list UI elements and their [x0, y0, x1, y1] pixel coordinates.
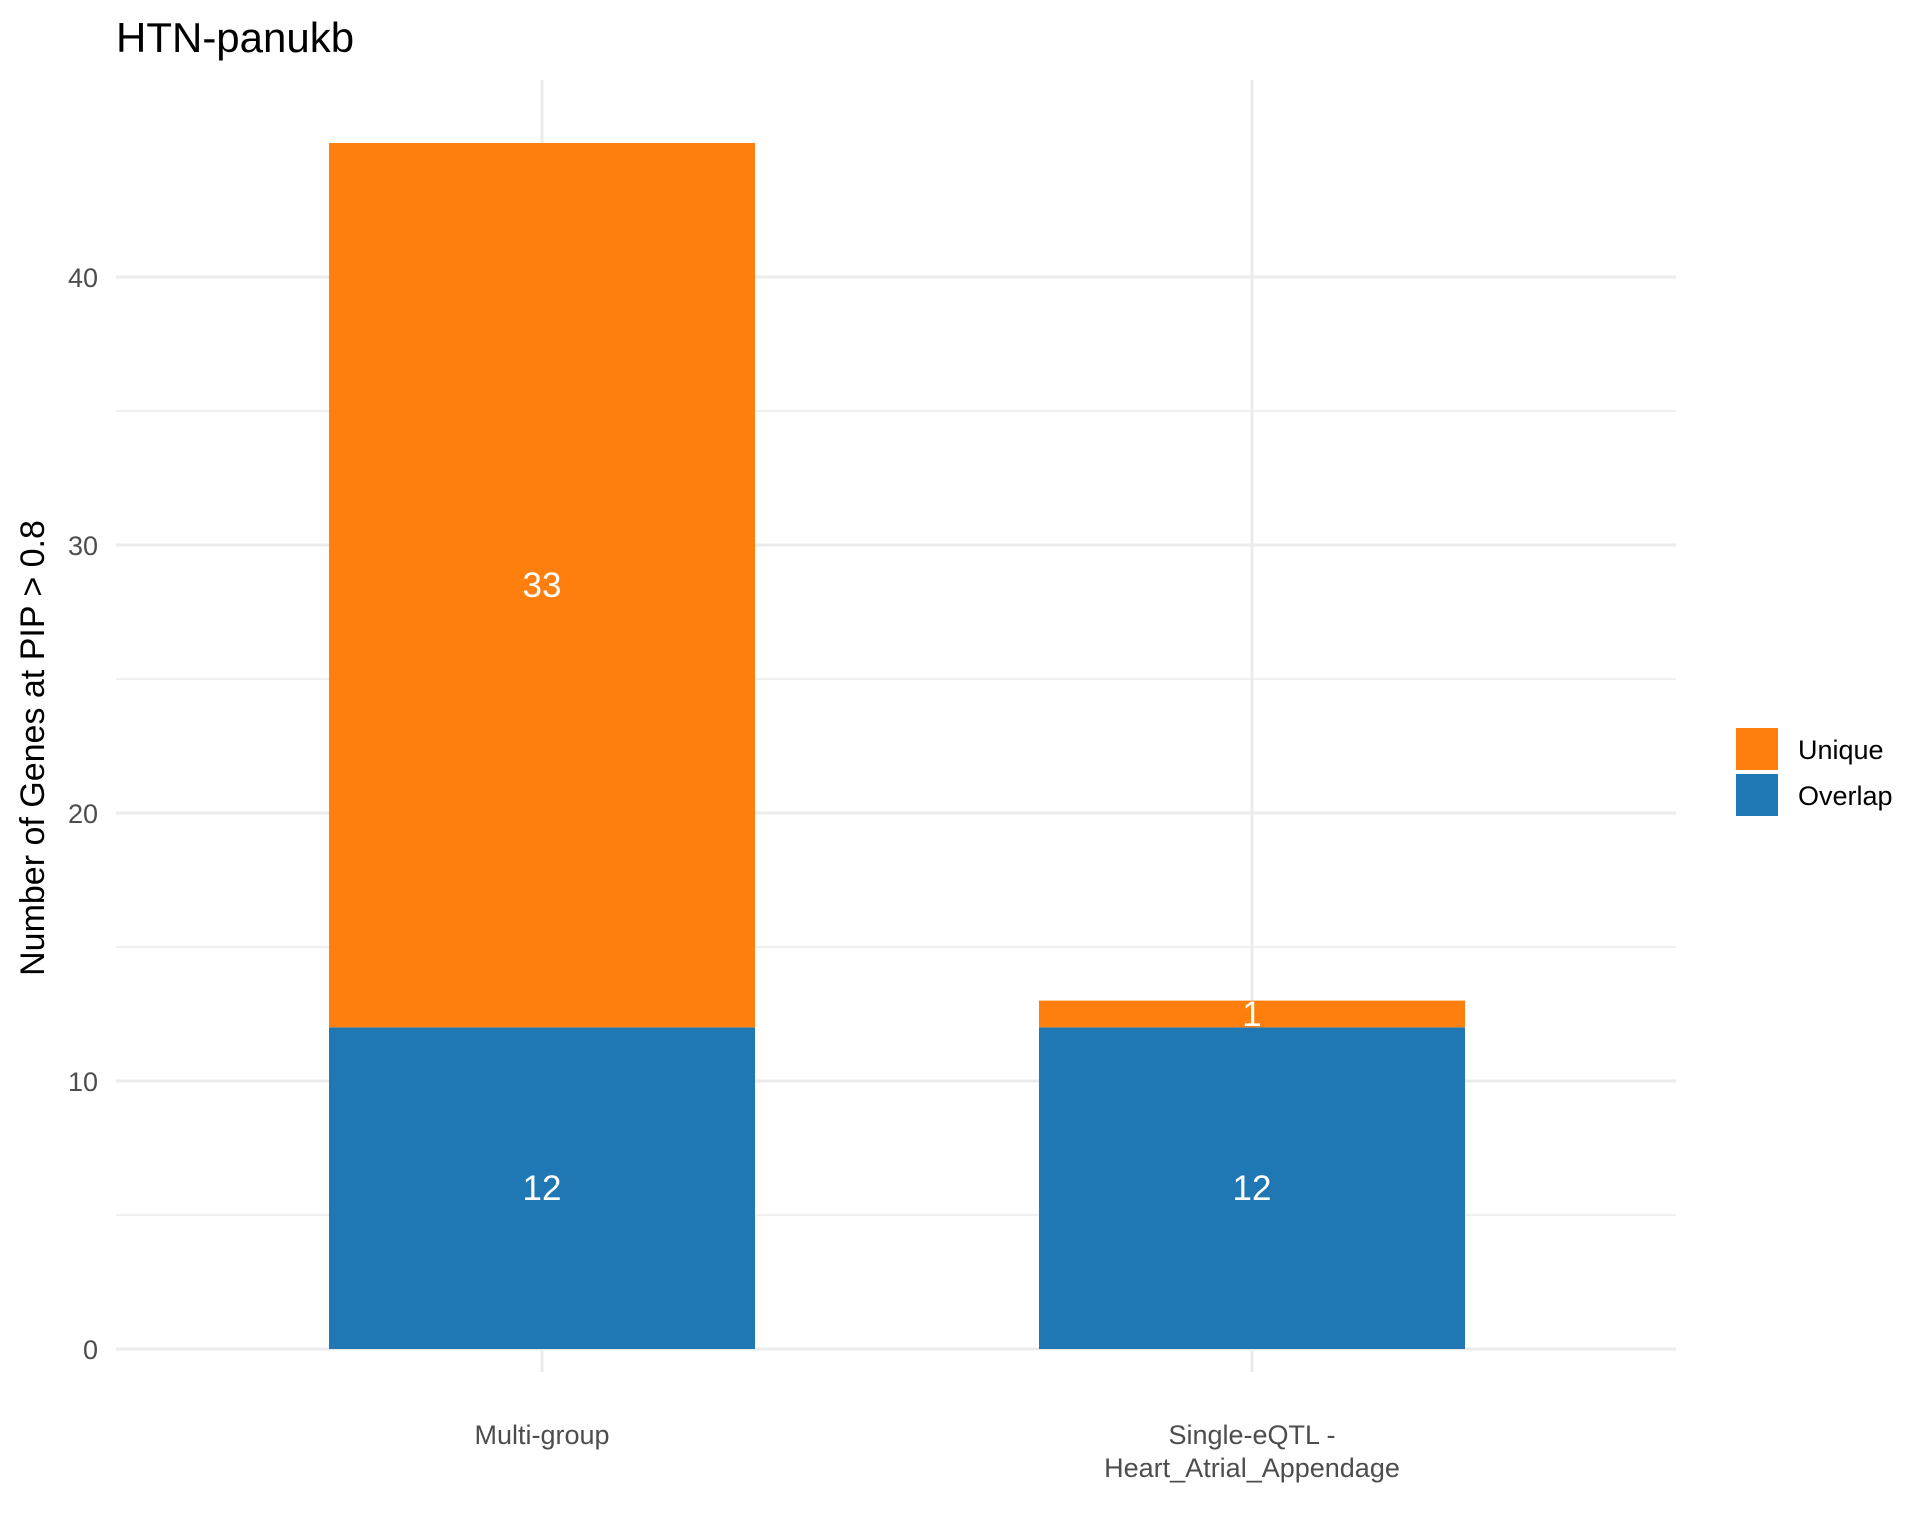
- y-tick-label: 40: [68, 263, 98, 293]
- bar-label-overlap-0: 12: [523, 1169, 562, 1208]
- legend-swatch-overlap: [1736, 774, 1778, 816]
- bars: [329, 143, 1465, 1349]
- bar-unique-0: [329, 143, 755, 1028]
- y-axis-title: Number of Genes at PIP > 0.8: [14, 520, 52, 976]
- bar-overlap-0: [329, 1027, 755, 1349]
- legend: Unique Overlap: [1736, 728, 1893, 816]
- x-tick-label: Single-eQTL -Heart_Atrial_Appendage: [1104, 1420, 1400, 1483]
- x-axis-ticks: Multi-group Single-eQTL -Heart_Atrial_App…: [474, 1420, 1399, 1483]
- legend-label-overlap: Overlap: [1798, 781, 1893, 811]
- y-tick-label: 30: [68, 531, 98, 561]
- legend-label-unique: Unique: [1798, 735, 1884, 765]
- bar-unique-1: [1039, 1000, 1465, 1028]
- bar-label-unique-1: 1: [1242, 995, 1261, 1034]
- x-tick-label: Multi-group: [474, 1420, 609, 1450]
- y-tick-label: 0: [83, 1335, 98, 1365]
- bar-overlap-1: [1039, 1027, 1465, 1349]
- data-labels: 12 33 12 1: [523, 566, 1272, 1208]
- y-axis-ticks: 0 10 20 30 40: [68, 263, 98, 1365]
- y-tick-label: 20: [68, 799, 98, 829]
- legend-swatch-unique: [1736, 728, 1778, 770]
- chart-title: HTN-panukb: [116, 14, 354, 61]
- bar-label-unique-0: 33: [523, 566, 562, 605]
- bar-label-overlap-1: 12: [1233, 1169, 1272, 1208]
- y-tick-label: 10: [68, 1067, 98, 1097]
